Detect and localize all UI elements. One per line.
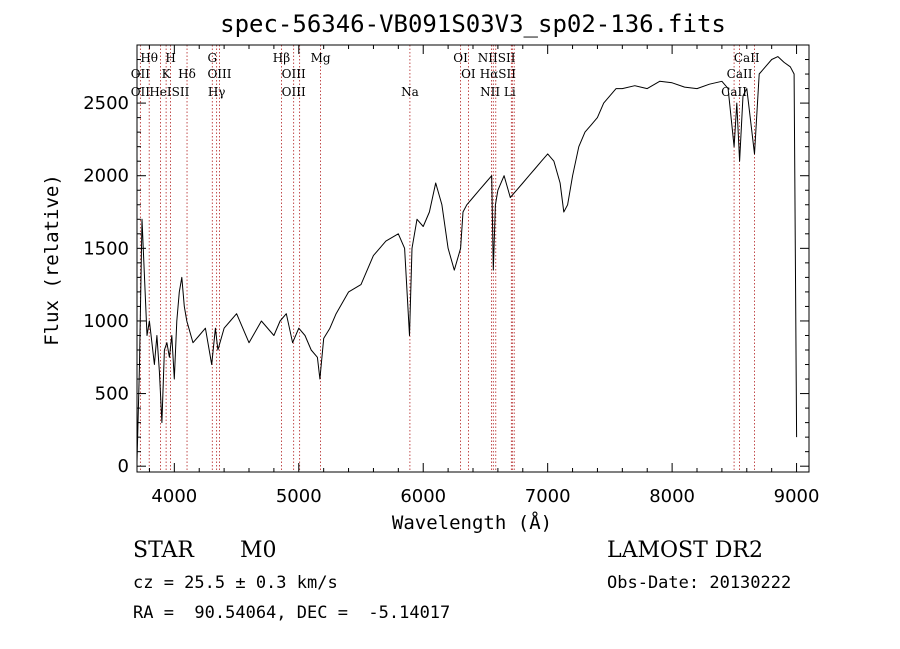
line-marker-label-5: OI [453, 51, 468, 65]
line-marker-label-9: K [162, 67, 172, 81]
line-marker-label-19: OIII [282, 85, 306, 99]
line-marker-label-10: Hδ [178, 67, 196, 81]
line-marker-label-15: CaII [727, 67, 753, 81]
line-marker-label-0: Hθ [140, 51, 158, 65]
x-tick-label: 4000 [151, 486, 197, 507]
y-tick-label: 1500 [83, 238, 129, 259]
spectrum-line [136, 56, 798, 462]
y-tick-label: 2500 [83, 93, 129, 114]
redshift-velocity: cz = 25.5 ± 0.3 km/s [133, 573, 338, 593]
line-marker-label-14: HαSII [480, 67, 517, 81]
line-marker-label-21: NII Li [480, 85, 516, 99]
survey-name: LAMOST DR2 [607, 538, 763, 563]
x-tick-label: 7000 [525, 486, 571, 507]
line-marker-label-20: Na [401, 85, 419, 99]
chart-title: spec-56346-VB091S03V3_sp02-136.fits [220, 10, 726, 38]
object-subclass: M0 [240, 538, 277, 563]
line-marker-label-17: HeISII [149, 85, 189, 99]
line-marker-label-16: OII [131, 85, 151, 99]
x-axis: 4000 5000 6000 7000 8000 9000 [148, 45, 820, 507]
y-tick-label: 1000 [83, 311, 129, 332]
y-tick-label: 0 [118, 456, 129, 477]
line-marker-label-13: OI [461, 67, 476, 81]
x-axis-label: Wavelength (Å) [392, 511, 552, 534]
line-marker-label-3: Hβ [273, 51, 290, 65]
sky-coordinates: RA = 90.54064, DEC = -5.14017 [133, 603, 451, 623]
line-marker-label-6: NIISII [478, 51, 516, 65]
x-tick-label: 8000 [649, 486, 695, 507]
x-tick-label: 5000 [276, 486, 322, 507]
y-tick-label: 2000 [83, 166, 129, 187]
plot-frame [136, 44, 810, 473]
spectrum-series [136, 56, 798, 462]
y-axis-label: Flux (relative) [41, 174, 63, 346]
object-class: STAR [133, 538, 194, 563]
line-marker-label-12: OIII [282, 67, 306, 81]
line-marker-label-7: CaII [734, 51, 760, 65]
line-marker-label-4: Mg [311, 51, 331, 65]
line-marker-label-11: OIII [207, 67, 231, 81]
x-tick-label: 9000 [774, 486, 820, 507]
line-marker-label-1: H [165, 51, 175, 65]
x-tick-label: 6000 [400, 486, 446, 507]
line-marker-label-2: G [207, 51, 217, 65]
y-tick-label: 500 [95, 384, 129, 405]
line-marker-label-18: Hγ [208, 85, 226, 99]
observation-date: Obs-Date: 20130222 [607, 573, 792, 593]
y-axis: 0 500 1000 1500 2000 2500 [83, 59, 809, 477]
